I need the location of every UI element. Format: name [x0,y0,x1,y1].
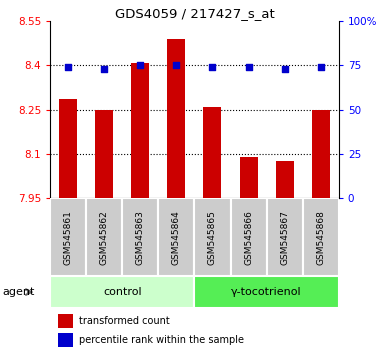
Point [173,63,179,68]
Text: GSM545862: GSM545862 [100,210,109,264]
Bar [194,276,339,308]
Bar [276,161,294,198]
Point [318,64,324,70]
Point [246,64,252,70]
Bar [312,110,330,198]
Bar [95,110,113,198]
Bar [59,99,77,198]
Text: GSM545861: GSM545861 [64,210,73,265]
Point [209,64,216,70]
Bar [86,198,122,276]
Point [101,66,107,72]
Bar [231,198,266,276]
Title: GDS4059 / 217427_s_at: GDS4059 / 217427_s_at [115,7,274,20]
Bar [50,276,194,308]
Text: percentile rank within the sample: percentile rank within the sample [79,335,244,345]
Bar [122,198,158,276]
Text: transformed count: transformed count [79,316,170,326]
Bar [167,39,186,198]
Text: GSM545868: GSM545868 [316,210,325,265]
Text: GSM545865: GSM545865 [208,210,217,265]
Bar [158,198,194,276]
Text: GSM545867: GSM545867 [280,210,289,265]
Bar [131,63,149,198]
Text: agent: agent [2,287,34,297]
Bar [194,198,231,276]
Text: GSM545864: GSM545864 [172,210,181,264]
Point [281,66,288,72]
Text: GSM545863: GSM545863 [136,210,145,265]
Bar [50,198,86,276]
Text: control: control [103,287,142,297]
Bar [239,157,258,198]
Bar [303,198,339,276]
Bar [203,107,221,198]
Text: GSM545866: GSM545866 [244,210,253,265]
Bar [266,198,303,276]
Text: γ-tocotrienol: γ-tocotrienol [231,287,302,297]
Point [137,63,143,68]
Point [65,64,71,70]
